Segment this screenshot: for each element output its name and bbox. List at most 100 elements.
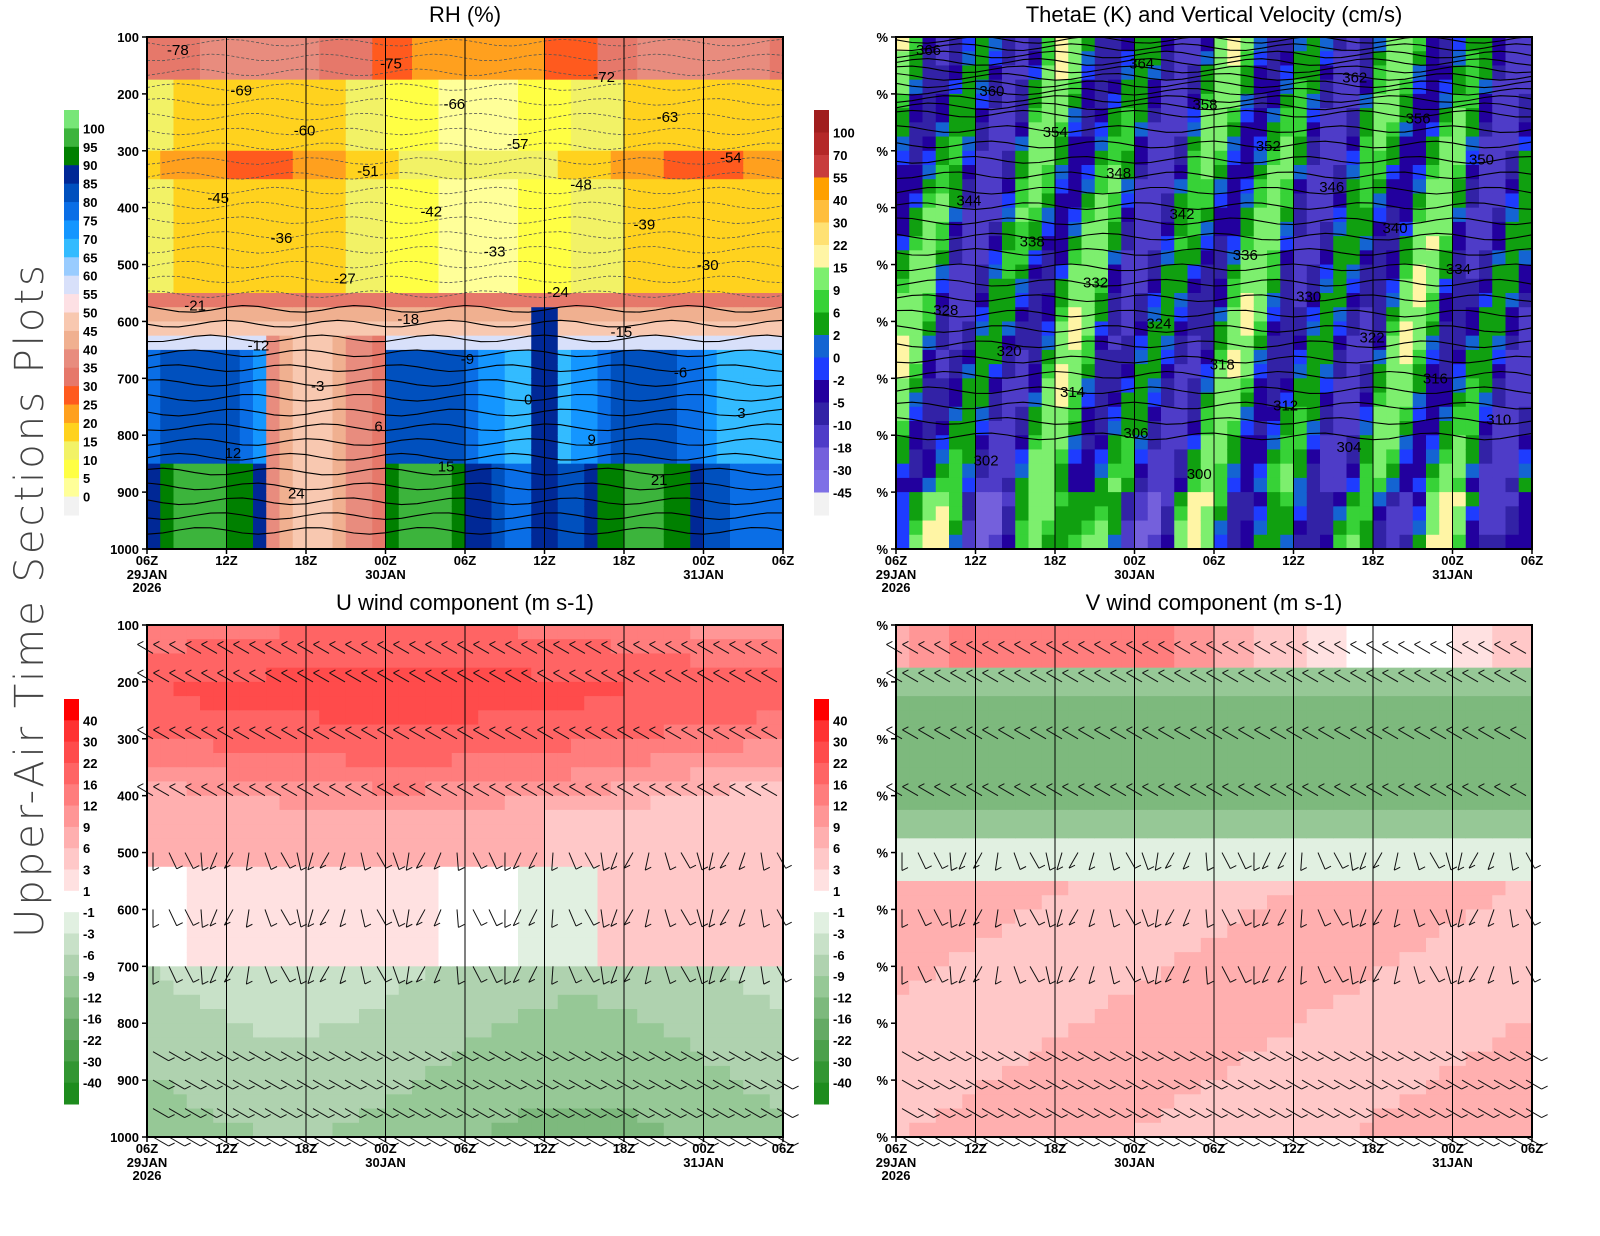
field-cell	[292, 534, 307, 550]
colorbar-label: 55	[833, 171, 847, 186]
field-cell	[345, 1122, 360, 1138]
field-cell	[1214, 520, 1228, 536]
field-cell	[531, 307, 546, 323]
field-cell	[1134, 392, 1149, 408]
field-cell	[173, 852, 188, 868]
field-cell	[1041, 477, 1056, 493]
contour-label: -66	[443, 96, 465, 113]
field-cell	[385, 506, 400, 522]
field-cell	[624, 435, 638, 451]
contour-label: 312	[1273, 398, 1298, 415]
field-cell	[1081, 51, 1096, 67]
field-cell	[319, 65, 334, 81]
field-cell	[962, 335, 977, 351]
x-tick-label: 18Z	[613, 553, 635, 568]
field-cell	[922, 449, 937, 465]
field-cell	[1240, 449, 1255, 465]
field-cell	[1068, 534, 1083, 550]
field-cell	[266, 477, 281, 493]
field-cell	[1386, 477, 1401, 493]
field-cell	[398, 179, 413, 195]
field-cell	[200, 838, 214, 854]
field-cell	[663, 37, 678, 52]
field-cell	[478, 435, 493, 451]
field-cell	[438, 681, 453, 697]
field-cell	[345, 449, 360, 465]
field-cell	[1055, 307, 1069, 323]
field-cell	[1041, 93, 1056, 109]
field-cell	[438, 79, 453, 95]
field-cell	[332, 51, 347, 67]
field-cell	[597, 293, 612, 308]
field-cell	[332, 881, 347, 896]
field-cell	[173, 349, 188, 365]
field-cell	[1121, 165, 1136, 180]
field-cell	[372, 923, 387, 939]
field-cell	[988, 435, 1003, 451]
field-cell	[292, 809, 307, 825]
field-cell	[186, 824, 201, 839]
field-cell	[1081, 435, 1096, 451]
field-cell	[200, 93, 214, 109]
field-cell	[1108, 492, 1122, 507]
field-cell	[478, 980, 493, 996]
field-cell	[491, 293, 506, 308]
field-cell	[226, 250, 241, 266]
field-cell	[962, 534, 977, 550]
field-cell	[160, 738, 175, 754]
field-cell	[1359, 264, 1374, 280]
field-cell	[544, 895, 559, 911]
colorbar-label: -2	[833, 373, 845, 388]
field-cell	[690, 349, 705, 365]
field-cell	[279, 65, 294, 81]
field-cell	[385, 250, 400, 266]
field-cell	[385, 795, 400, 811]
field-cell	[1386, 449, 1401, 465]
colorbar-label: 9	[833, 283, 840, 298]
field-cell	[1439, 534, 1454, 550]
field-cell	[253, 307, 267, 323]
field-cell	[1108, 93, 1122, 109]
field-cell	[518, 364, 532, 379]
field-cell	[730, 65, 744, 81]
field-cell	[935, 278, 950, 294]
field-cell	[306, 165, 320, 180]
field-cell	[345, 122, 360, 138]
field-cell	[557, 1122, 572, 1138]
y-tick-label: 700	[117, 371, 139, 386]
field-cell	[544, 937, 559, 953]
field-cell	[896, 335, 910, 351]
field-cell	[518, 179, 532, 195]
field-cell	[425, 364, 440, 379]
field-cell	[935, 335, 950, 351]
field-cell	[1002, 221, 1016, 237]
field-cell	[1214, 122, 1228, 138]
field-cell	[597, 392, 612, 408]
field-cell	[769, 65, 784, 81]
field-cell	[909, 463, 924, 479]
field-cell	[756, 136, 771, 152]
field-cell	[438, 65, 453, 81]
field-cell	[160, 37, 175, 52]
field-cell	[478, 335, 493, 351]
field-cell	[949, 278, 963, 294]
field-cell	[1373, 136, 1387, 152]
field-cell	[332, 349, 347, 365]
field-cell	[1412, 435, 1427, 451]
colorbar-swatch	[64, 238, 79, 258]
field-cell	[909, 421, 924, 436]
colorbar-swatch	[64, 386, 79, 406]
field-cell	[677, 293, 691, 308]
field-cell	[597, 93, 612, 109]
field-cell	[922, 221, 937, 237]
field-cell	[385, 824, 400, 839]
field-cell	[1293, 477, 1308, 493]
field-cell	[531, 1094, 546, 1110]
field-cell	[385, 179, 400, 195]
field-cell	[332, 534, 347, 550]
field-cell	[332, 838, 347, 854]
field-cell	[160, 463, 175, 479]
field-cell	[239, 435, 254, 451]
field-cell	[160, 937, 175, 953]
field-cell	[173, 435, 188, 451]
